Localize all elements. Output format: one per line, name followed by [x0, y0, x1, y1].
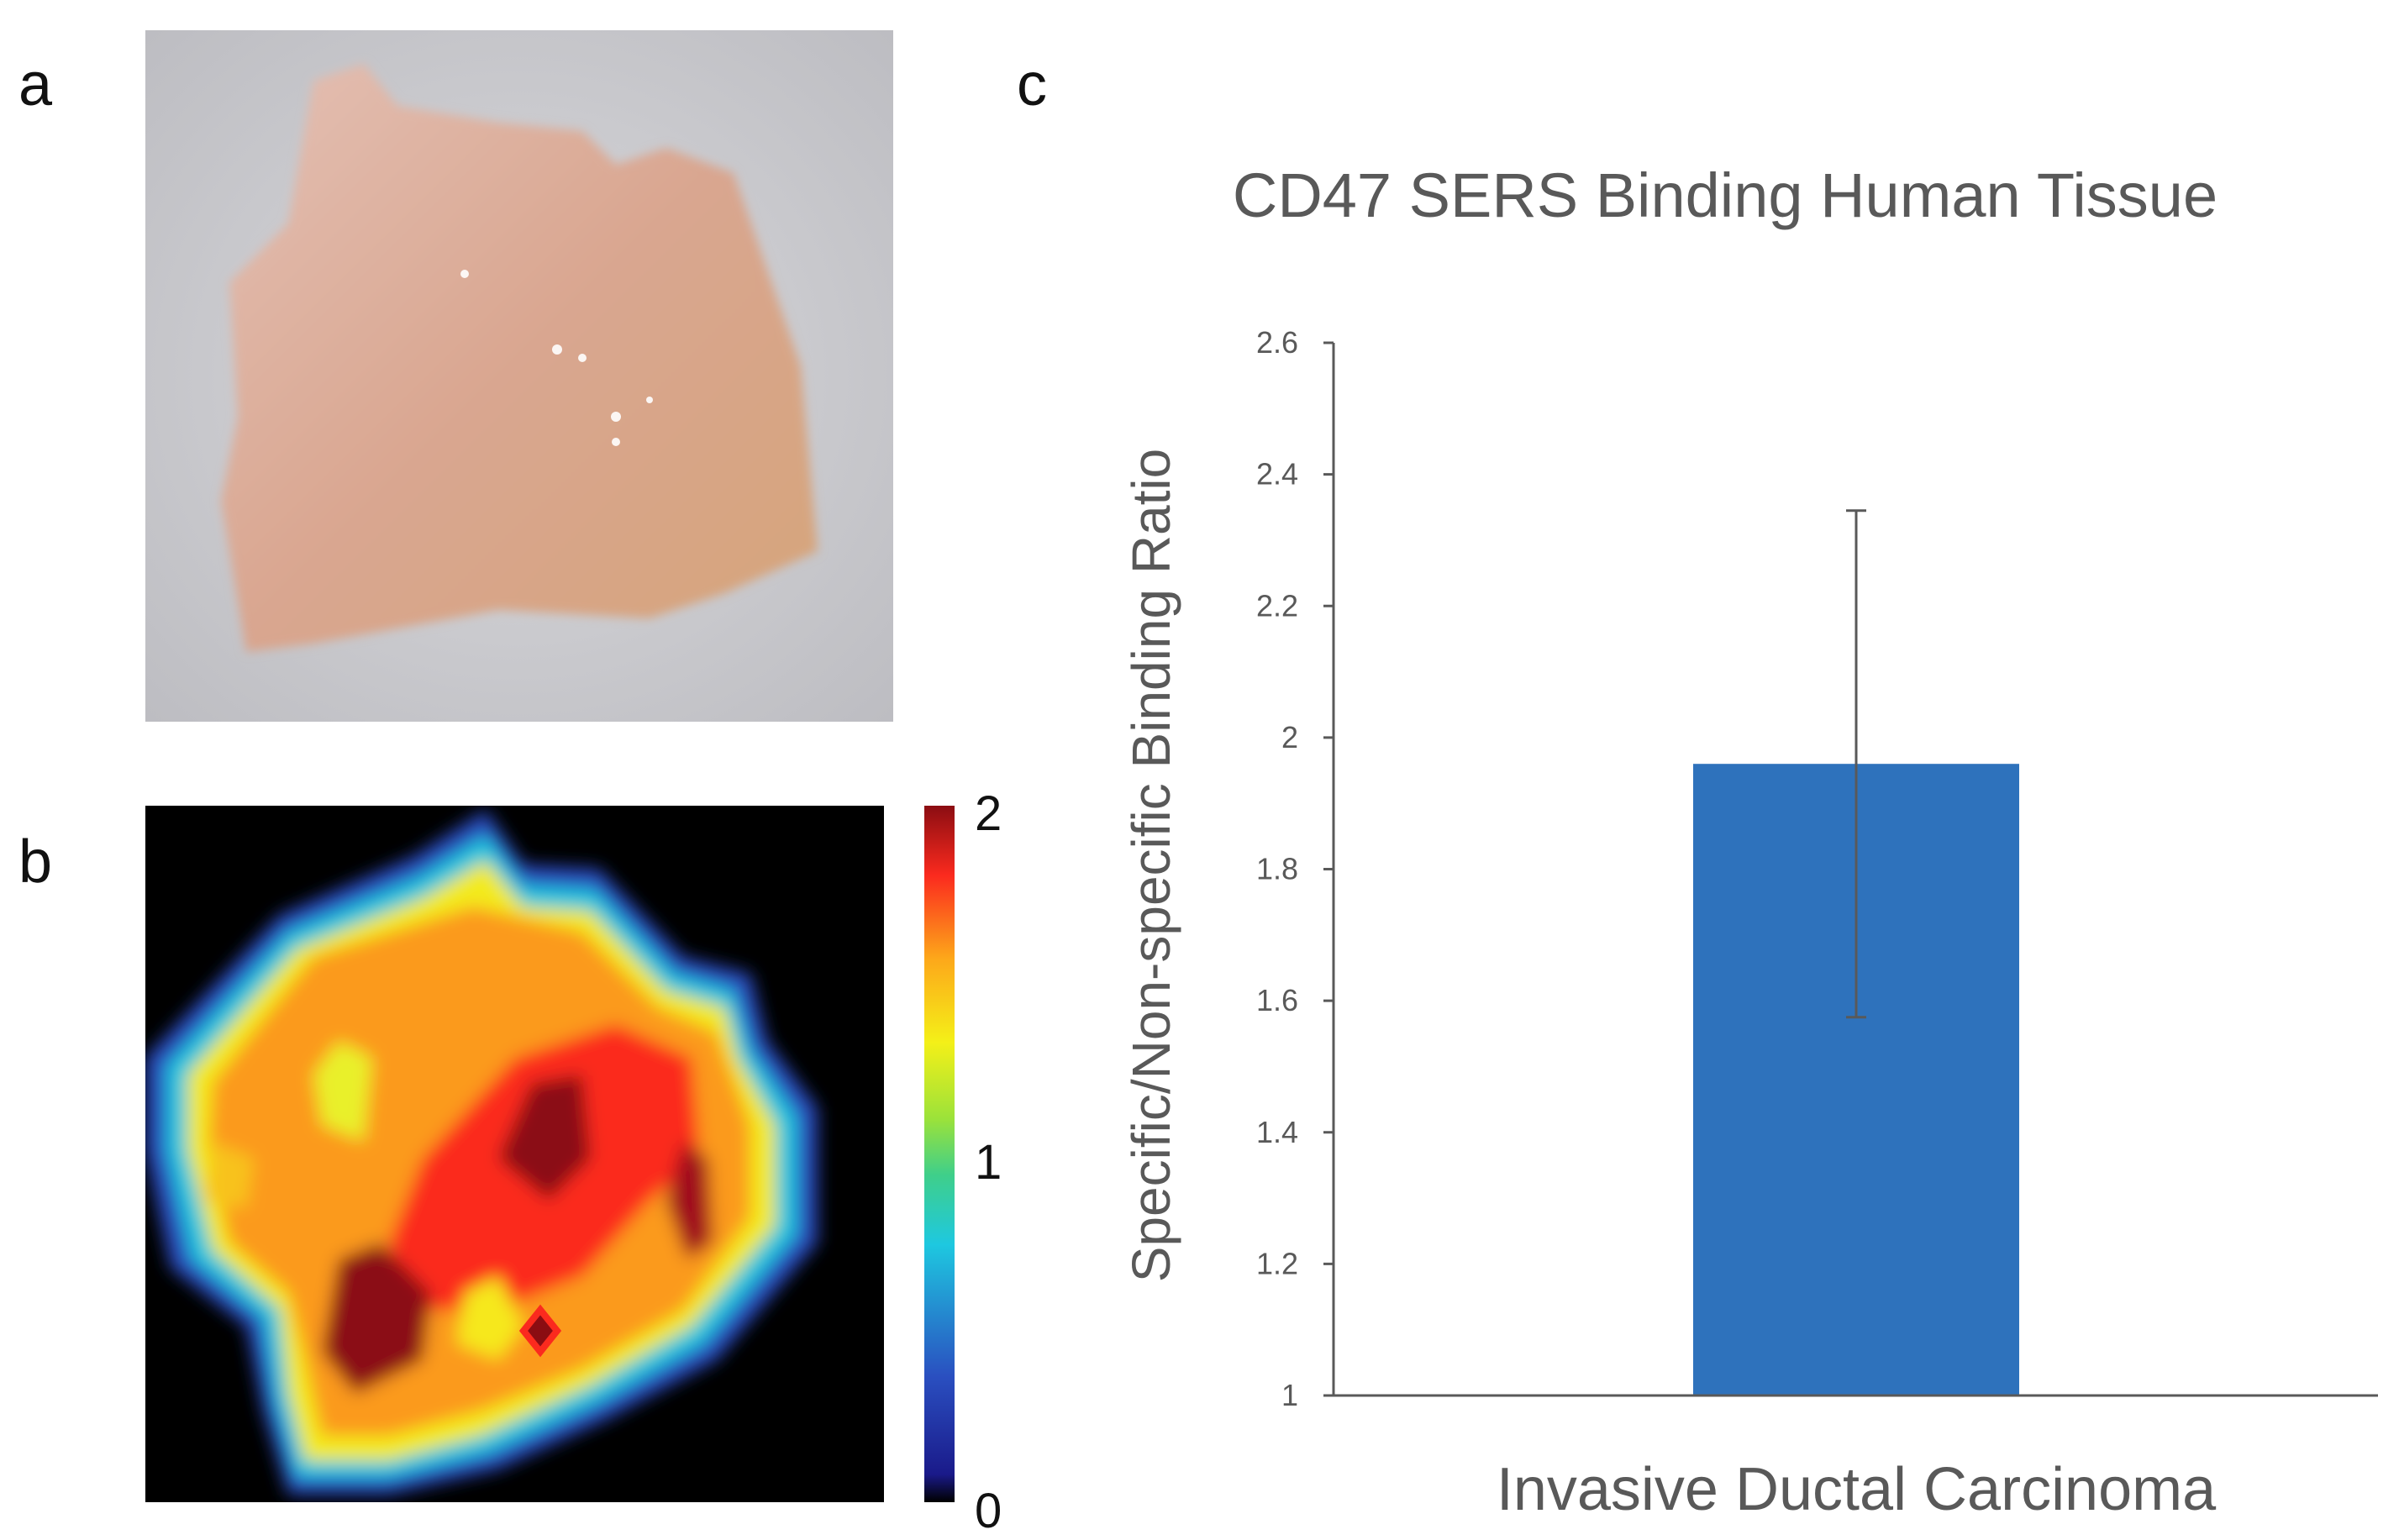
tissue-photo — [145, 30, 893, 722]
panel-label-a: a — [18, 51, 53, 118]
y-tick-label: 1.8 — [1256, 852, 1298, 886]
sers-heatmap — [145, 806, 884, 1502]
y-tick-label: 1.6 — [1256, 983, 1298, 1017]
y-tick-label: 1.4 — [1256, 1115, 1298, 1149]
y-axis-label: Specific/Non-specific Binding Ratio — [1121, 449, 1181, 1282]
x-axis-label: Invasive Ductal Carcinoma — [1497, 1456, 2217, 1523]
panel-label-c: c — [1017, 51, 1047, 118]
y-tick-label: 2.6 — [1256, 325, 1298, 360]
chart-title: CD47 SERS Binding Human Tissue — [1233, 160, 2217, 230]
colorbar-tick-max: 2 — [975, 786, 1002, 841]
y-tick-label: 1.2 — [1256, 1246, 1298, 1280]
panel-label-b: b — [18, 828, 53, 896]
colorbar-tick-min: 0 — [975, 1484, 1002, 1538]
colorbar — [924, 806, 955, 1502]
y-tick-label: 2 — [1281, 720, 1298, 754]
y-tick-label: 1 — [1281, 1378, 1298, 1412]
y-tick-label: 2.4 — [1256, 457, 1298, 491]
y-tick-label: 2.2 — [1256, 588, 1298, 623]
colorbar-tick-mid: 1 — [975, 1135, 1002, 1190]
